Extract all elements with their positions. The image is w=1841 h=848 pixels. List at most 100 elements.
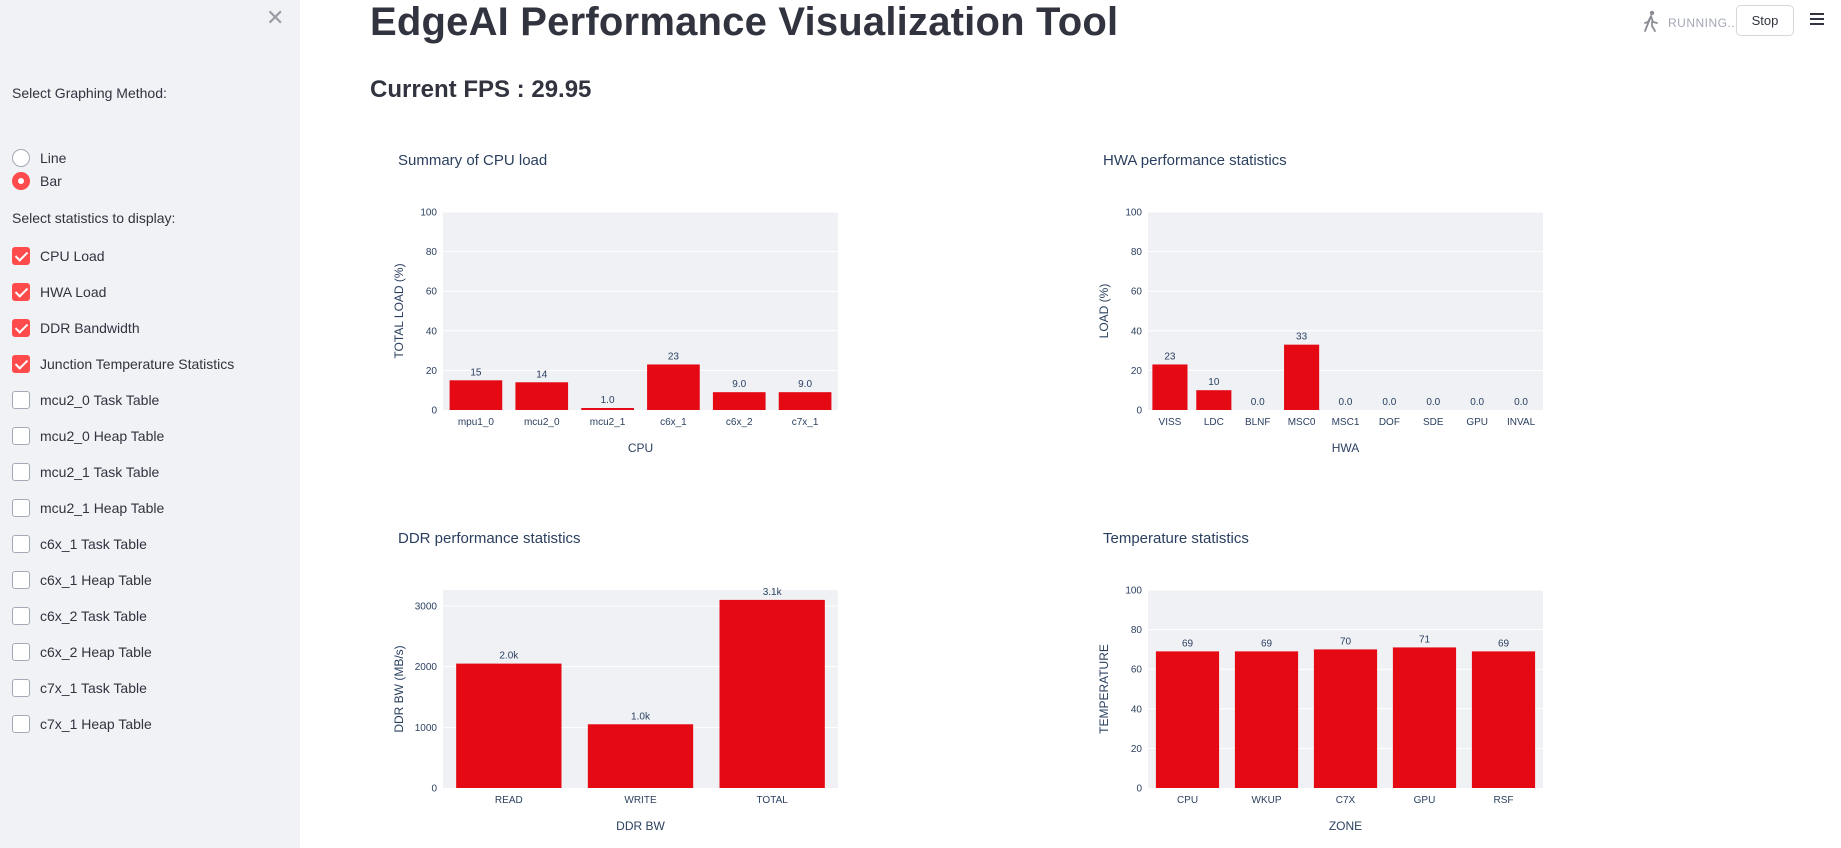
checkbox-mcu2-1-heap-table[interactable]: mcu2_1 Heap Table bbox=[12, 497, 164, 519]
checkbox-c6x-2-heap-table[interactable]: c6x_2 Heap Table bbox=[12, 641, 152, 663]
bar-total bbox=[719, 599, 825, 788]
checkbox-c6x-2-task-table[interactable]: c6x_2 Task Table bbox=[12, 605, 147, 627]
checkbox-label: mcu2_0 Task Table bbox=[40, 392, 160, 408]
y-tick-label: 80 bbox=[1131, 247, 1143, 258]
stop-button[interactable]: Stop bbox=[1736, 5, 1794, 36]
checkbox-box[interactable] bbox=[12, 679, 30, 697]
x-axis-title: HWA bbox=[1332, 441, 1360, 452]
checkbox-box[interactable] bbox=[12, 607, 30, 625]
radio-line-circle[interactable] bbox=[12, 149, 30, 167]
bar-c7x bbox=[1313, 649, 1378, 788]
chart-title: HWA performance statistics bbox=[1103, 152, 1287, 169]
bar-c6x_2 bbox=[712, 392, 766, 410]
checkbox-box[interactable] bbox=[12, 463, 30, 481]
bar-mpu1_0 bbox=[449, 380, 503, 410]
checkbox-label: mcu2_1 Heap Table bbox=[40, 500, 165, 516]
checkbox-box[interactable] bbox=[12, 247, 30, 265]
temperature-plot: 0 20 40 60 80 100 69 CPU 69 WKUP 70 C7X 71 GPU 69 RSF ZO… bbox=[1097, 586, 1543, 833]
checkbox-c6x-1-task-table[interactable]: c6x_1 Task Table bbox=[12, 533, 147, 555]
checkbox-label: c6x_1 Task Table bbox=[40, 536, 147, 552]
bar-ldc bbox=[1196, 390, 1232, 410]
x-tick-label: VISS bbox=[1159, 417, 1182, 428]
x-tick-label: mpu1_0 bbox=[458, 417, 495, 428]
checkbox-label: DDR Bandwidth bbox=[40, 320, 140, 336]
x-tick-label: MSC0 bbox=[1288, 417, 1316, 428]
data-label: 70 bbox=[1340, 636, 1352, 647]
y-tick-label: 80 bbox=[426, 247, 438, 258]
plot-area bbox=[443, 212, 838, 410]
x-tick-label: BLNF bbox=[1245, 417, 1271, 428]
checkbox-c7x-1-task-table[interactable]: c7x_1 Task Table bbox=[12, 677, 147, 699]
bar-wkup bbox=[1234, 651, 1299, 788]
checkbox-mcu2-1-task-table[interactable]: mcu2_1 Task Table bbox=[12, 461, 159, 483]
y-tick-label: 100 bbox=[1125, 208, 1142, 219]
radio-bar[interactable]: Bar bbox=[12, 170, 62, 192]
bar-mcu2_0 bbox=[515, 382, 569, 410]
x-tick-label: WRITE bbox=[624, 795, 657, 806]
y-axis-title: DDR BW (MB/s) bbox=[392, 645, 406, 732]
checkbox-cpu-load[interactable]: CPU Load bbox=[12, 245, 105, 267]
checkbox-box[interactable] bbox=[12, 643, 30, 661]
checkbox-box[interactable] bbox=[12, 427, 30, 445]
cpu-load-chart: Summary of CPU load 0 20 40 60 80 100 15 mpu1_0… bbox=[370, 152, 850, 455]
y-tick-label: 0 bbox=[1136, 784, 1142, 795]
checkbox-box[interactable] bbox=[12, 319, 30, 337]
data-label: 9.0 bbox=[732, 379, 746, 390]
close-icon[interactable]: ✕ bbox=[266, 6, 285, 31]
checkbox-c6x-1-heap-table[interactable]: c6x_1 Heap Table bbox=[12, 569, 152, 591]
chart-title: DDR performance statistics bbox=[398, 530, 581, 547]
checkbox-mcu2-0-task-table[interactable]: mcu2_0 Task Table bbox=[12, 389, 159, 411]
bar-c7x_1 bbox=[778, 392, 832, 410]
data-label: 0.0 bbox=[1514, 397, 1528, 408]
checkbox-mcu2-0-heap-table[interactable]: mcu2_0 Heap Table bbox=[12, 425, 164, 447]
checkbox-junction-temperature-statistics[interactable]: Junction Temperature Statistics bbox=[12, 353, 234, 375]
checkbox-hwa-load[interactable]: HWA Load bbox=[12, 281, 106, 303]
radio-bar-label: Bar bbox=[40, 173, 62, 189]
y-tick-label: 3000 bbox=[415, 601, 438, 612]
checkbox-c7x-1-heap-table[interactable]: c7x_1 Heap Table bbox=[12, 713, 152, 735]
fps-readout: Current FPS : 29.95 bbox=[370, 76, 592, 103]
chart-title: Summary of CPU load bbox=[398, 152, 548, 169]
bar-c6x_1 bbox=[647, 364, 700, 410]
x-tick-label: RSF bbox=[1494, 795, 1514, 806]
y-tick-label: 40 bbox=[1131, 704, 1143, 715]
bar-read bbox=[456, 663, 562, 788]
hwa-performance-plot: 0 20 40 60 80 100 23 VISS 10 LDC 0.0 BLNF 33 MSC0 0.0 M… bbox=[1097, 208, 1543, 455]
checkbox-box[interactable] bbox=[12, 571, 30, 589]
checkbox-box[interactable] bbox=[12, 499, 30, 517]
hamburger-menu-icon[interactable] bbox=[1810, 13, 1824, 27]
x-tick-label: c6x_1 bbox=[660, 417, 687, 428]
checkbox-box[interactable] bbox=[12, 535, 30, 553]
x-axis-title: CPU bbox=[628, 441, 653, 452]
x-tick-label: READ bbox=[495, 795, 523, 806]
checkbox-box[interactable] bbox=[12, 715, 30, 733]
checkbox-box[interactable] bbox=[12, 355, 30, 373]
x-tick-label: c7x_1 bbox=[792, 417, 819, 428]
running-man-icon bbox=[1644, 10, 1658, 32]
x-axis-title: ZONE bbox=[1329, 819, 1362, 830]
x-tick-label: WKUP bbox=[1252, 795, 1282, 806]
radio-bar-circle[interactable] bbox=[12, 172, 30, 190]
radio-line[interactable]: Line bbox=[12, 147, 66, 169]
y-axis-title: LOAD (%) bbox=[1097, 284, 1111, 339]
temperature-chart: Temperature statistics 0 20 40 60 80 100 69 CPU… bbox=[1075, 530, 1555, 833]
bar-write bbox=[587, 724, 694, 788]
x-tick-label: CPU bbox=[1177, 795, 1198, 806]
checkbox-box[interactable] bbox=[12, 283, 30, 301]
y-tick-label: 20 bbox=[426, 366, 438, 377]
radio-line-label: Line bbox=[40, 150, 67, 166]
data-label: 23 bbox=[668, 351, 680, 362]
checkbox-label: c7x_1 Heap Table bbox=[40, 716, 152, 732]
checkbox-box[interactable] bbox=[12, 391, 30, 409]
x-tick-label: TOTAL bbox=[757, 795, 789, 806]
data-label: 69 bbox=[1182, 638, 1194, 649]
bar-msc0 bbox=[1284, 344, 1320, 410]
chart-title: Temperature statistics bbox=[1103, 530, 1249, 547]
checkbox-ddr-bandwidth[interactable]: DDR Bandwidth bbox=[12, 317, 140, 339]
data-label: 71 bbox=[1419, 634, 1431, 645]
data-label: 0.0 bbox=[1470, 397, 1484, 408]
y-tick-label: 0 bbox=[431, 406, 437, 417]
data-label: 10 bbox=[1208, 377, 1220, 388]
bar-mcu2_1 bbox=[581, 408, 634, 410]
x-tick-label: LDC bbox=[1204, 417, 1224, 428]
